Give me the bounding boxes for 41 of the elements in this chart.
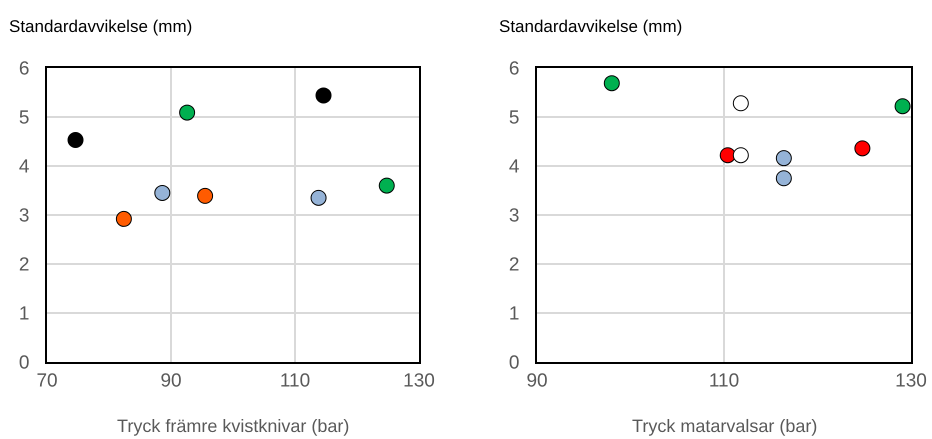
y-tick-label: 2 <box>508 254 520 276</box>
point <box>68 132 84 148</box>
x-tick-label: 130 <box>403 370 435 392</box>
y-axis-title: Standardavvikelse (mm) <box>9 17 192 36</box>
point <box>776 150 792 166</box>
x-tick-label: 110 <box>708 370 740 392</box>
point <box>316 87 332 104</box>
x-tick-label: 90 <box>526 370 548 392</box>
y-tick-label: 3 <box>508 206 520 227</box>
x-tick-label: 70 <box>36 370 58 392</box>
point <box>154 184 170 201</box>
y-axis-title: Standardavvikelse (mm) <box>499 17 682 36</box>
point <box>854 140 870 156</box>
point <box>197 188 214 204</box>
point <box>604 75 620 92</box>
x-axis-title: Tryck främre kvistknivar (bar) <box>117 416 350 436</box>
y-tick-label: 3 <box>18 206 30 227</box>
point <box>720 147 736 164</box>
y-tick-label: 6 <box>18 58 30 80</box>
y-tick-label: 4 <box>508 156 520 178</box>
x-axis-title: Tryck matarvalsar (bar) <box>632 416 818 436</box>
y-tick-label: 5 <box>508 108 520 129</box>
point <box>116 210 132 227</box>
y-tick-label: 4 <box>18 156 30 178</box>
y-tick-label: 0 <box>508 352 520 374</box>
y-tick-label: 6 <box>508 58 520 80</box>
point <box>894 98 911 114</box>
point <box>732 95 749 112</box>
y-tick-label: 1 <box>18 304 30 325</box>
point <box>776 170 792 186</box>
y-tick-label: 0 <box>18 352 30 374</box>
point <box>378 178 395 194</box>
y-tick-label: 1 <box>508 304 520 325</box>
y-tick-label: 5 <box>18 108 30 129</box>
point <box>179 104 196 121</box>
x-tick-label: 90 <box>160 370 182 392</box>
point <box>732 147 749 164</box>
x-tick-label: 110 <box>280 370 310 392</box>
x-tick-label: 130 <box>895 370 927 392</box>
point <box>310 190 327 206</box>
y-tick-label: 2 <box>18 254 30 276</box>
